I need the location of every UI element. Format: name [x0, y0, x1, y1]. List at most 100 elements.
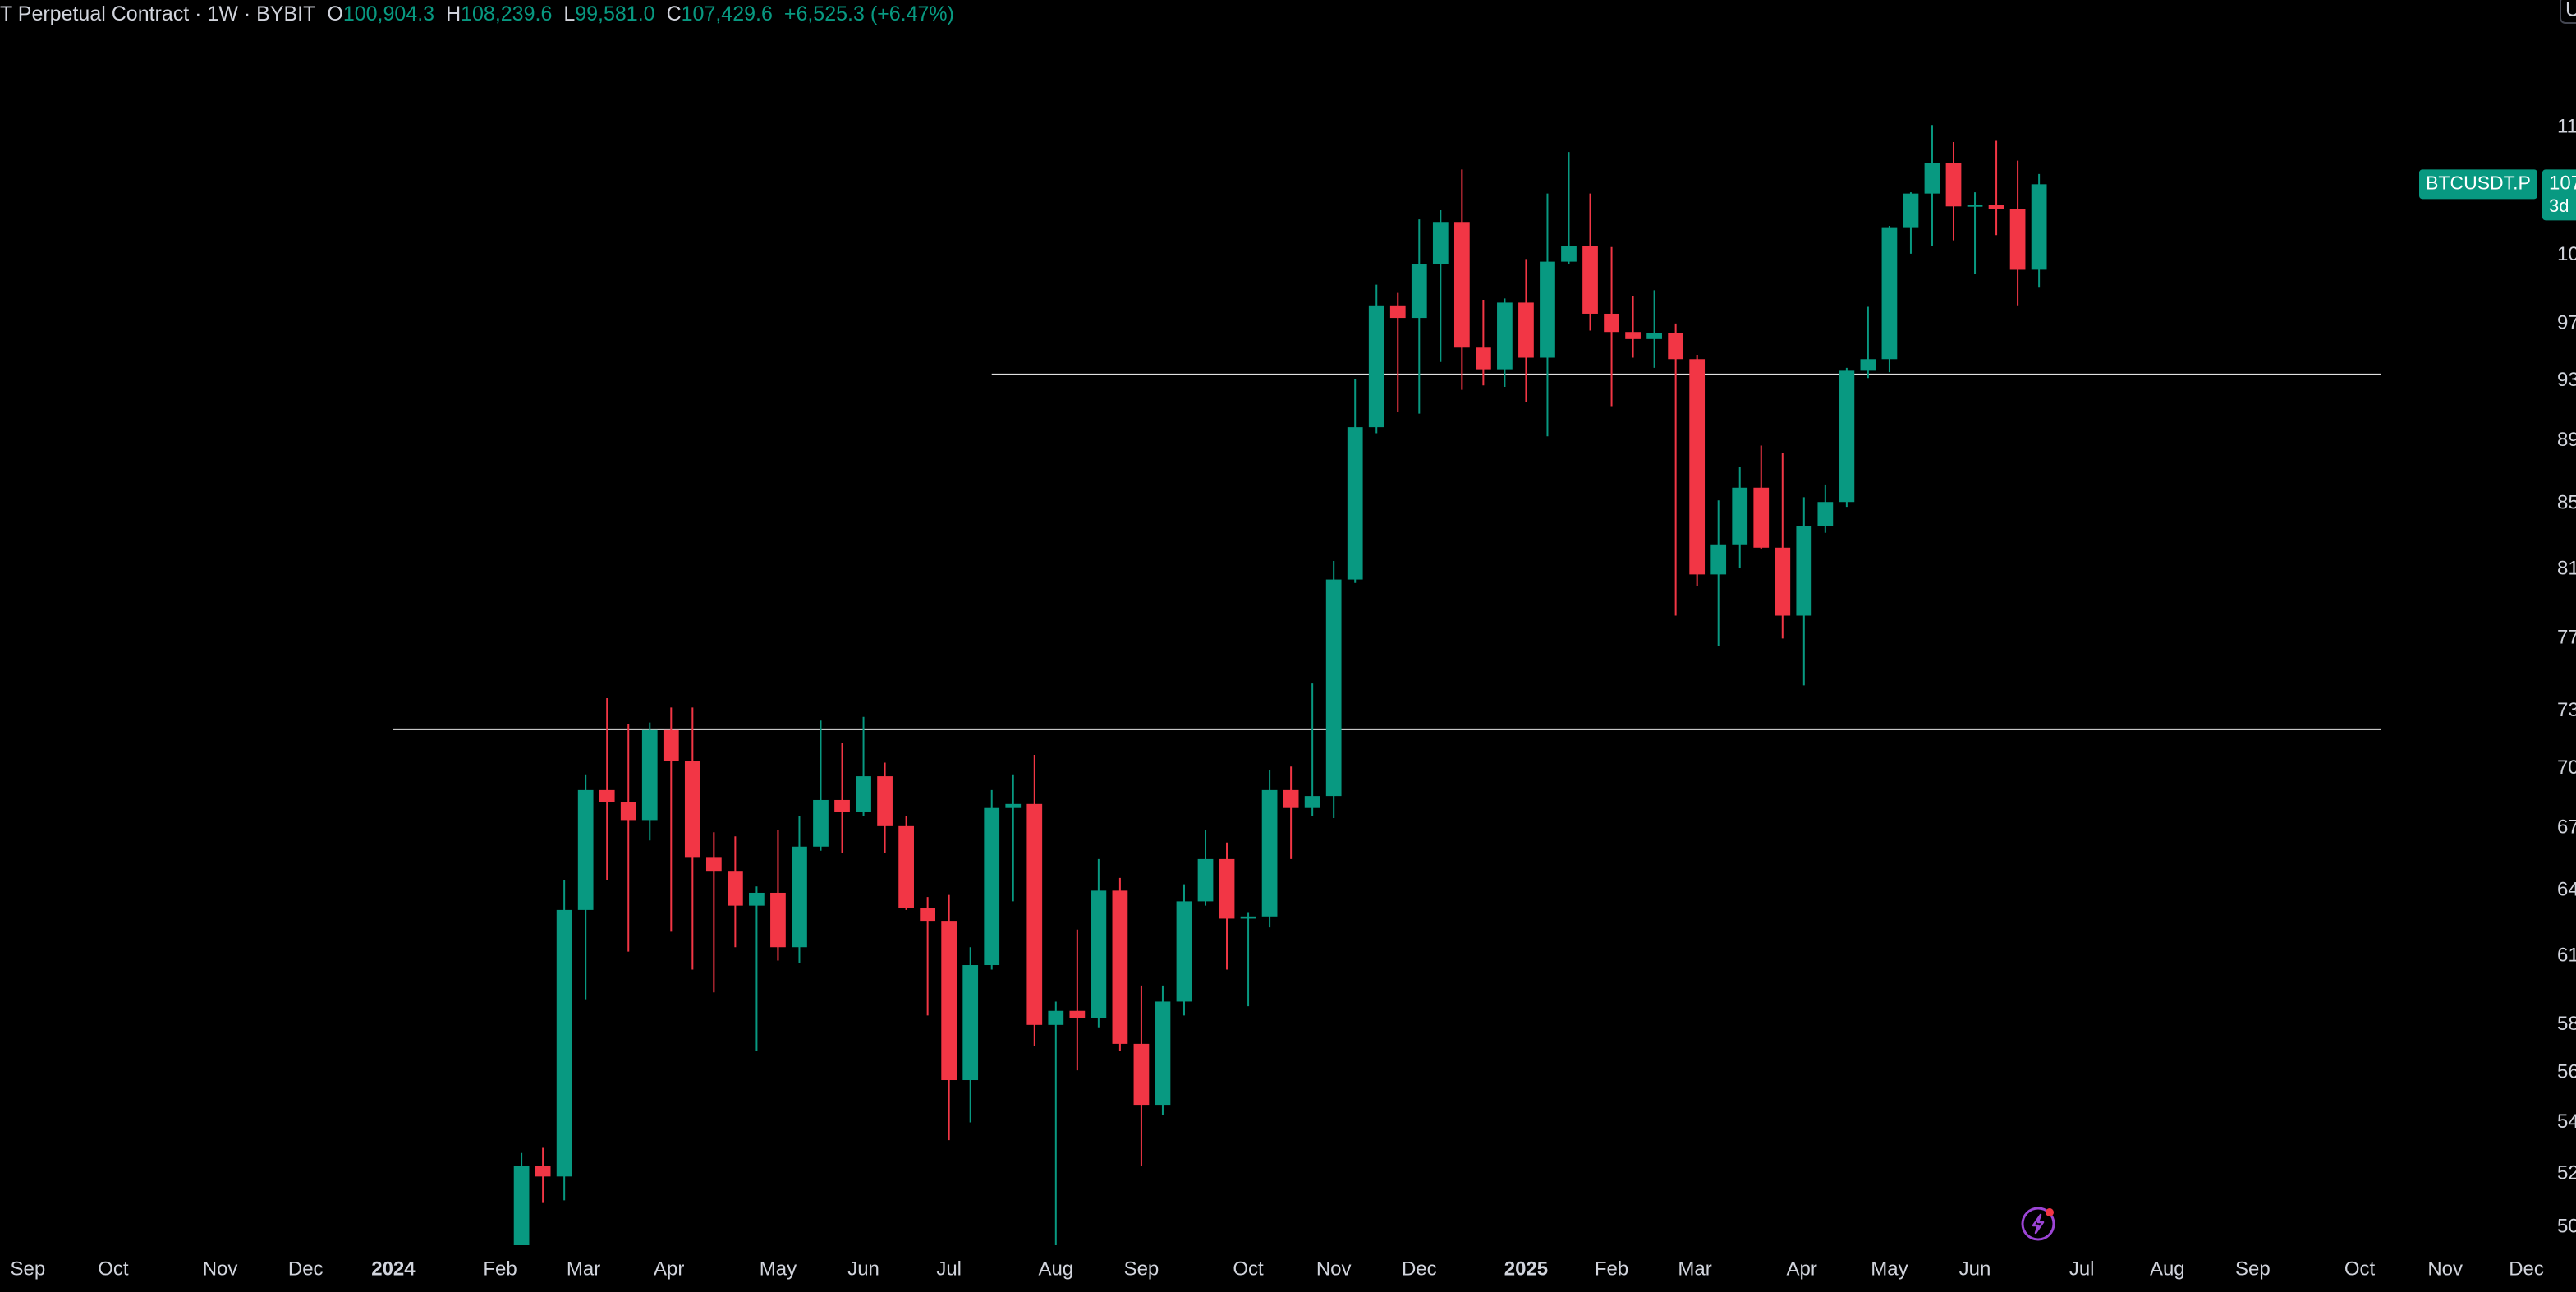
candle-body	[1476, 347, 1491, 370]
x-tick-label: Apr	[654, 1258, 684, 1280]
candle-body	[834, 799, 850, 812]
candle	[1368, 284, 1384, 434]
candle	[1155, 985, 1171, 1115]
candle-body	[1710, 544, 1727, 575]
candle	[705, 832, 722, 993]
candle	[1026, 755, 1043, 1046]
ohlc-key: O	[327, 2, 343, 25]
y-tick-label: 56,000.0	[2557, 1060, 2576, 1083]
candle-body	[1903, 193, 1919, 228]
x-tick-label: Sep	[10, 1258, 45, 1280]
candle-body	[1283, 789, 1299, 808]
candle-body	[1775, 547, 1791, 616]
candle-body	[1368, 305, 1384, 428]
currency-text[interactable]: U	[2565, 0, 2576, 21]
candle	[1069, 929, 1086, 1071]
candle	[620, 724, 636, 952]
candle-body	[620, 802, 636, 821]
alert-icon[interactable]	[2021, 1207, 2055, 1241]
alert-circle[interactable]	[2021, 1207, 2055, 1241]
candle-body	[1347, 427, 1363, 580]
candle-body	[1155, 1001, 1171, 1106]
candle-body	[1197, 858, 1214, 902]
x-tick-label: May	[1871, 1258, 1908, 1280]
candle-body	[984, 807, 1000, 966]
candle	[920, 897, 936, 1016]
currency-button[interactable]: U	[2560, 0, 2576, 24]
candle	[1881, 226, 1898, 373]
candle	[1582, 193, 1598, 331]
currency-box[interactable]	[2560, 0, 2576, 24]
candle	[813, 720, 829, 851]
candle	[1540, 193, 1555, 437]
candle-body	[2009, 209, 2026, 270]
x-tick-label: Dec	[288, 1258, 324, 1280]
candle	[1604, 246, 1619, 407]
candle	[535, 1147, 551, 1203]
candle	[728, 836, 743, 948]
y-tick-label: 50,000.0	[2557, 1216, 2576, 1238]
candle	[834, 743, 850, 853]
candle	[1817, 484, 1834, 533]
x-tick-label: Oct	[1233, 1258, 1264, 1280]
candle	[1453, 169, 1470, 390]
candle	[1796, 497, 1812, 686]
y-tick-label: 97,000.0	[2557, 311, 2576, 333]
candle	[1240, 912, 1256, 1007]
candle	[1432, 210, 1449, 362]
countdown-label: 3d	[2549, 195, 2569, 216]
candle	[1091, 858, 1107, 1028]
ohlc-key: H	[446, 2, 461, 25]
x-tick-label: Feb	[483, 1258, 517, 1280]
candle	[1411, 219, 1427, 414]
candle-body	[513, 1166, 530, 1245]
x-tick-label: Nov	[203, 1258, 238, 1280]
candle	[513, 1152, 530, 1245]
legend-header: T Perpetual Contract · 1W · BYBIT O100,9…	[0, 0, 954, 28]
candle-body	[1881, 227, 1898, 360]
alert-bolt[interactable]	[2032, 1213, 2045, 1235]
candle-body	[792, 846, 807, 948]
x-tick-label: Jul	[936, 1258, 962, 1280]
candle	[1924, 125, 1940, 246]
y-tick-label: 70,000.0	[2557, 756, 2576, 779]
candle-body	[1389, 305, 1406, 319]
y-tick-label: 81,000.0	[2557, 558, 2576, 580]
candle	[1325, 561, 1342, 818]
candle	[577, 774, 594, 1000]
candle	[1133, 985, 1150, 1166]
x-tick-label: 2024	[371, 1258, 416, 1280]
candle	[1112, 877, 1128, 1051]
alert-dot[interactable]	[2046, 1208, 2054, 1216]
symbol-title: T Perpetual Contract · 1W · BYBIT	[0, 2, 316, 25]
y-tick-label: 89,000.0	[2557, 429, 2576, 451]
candle-body	[1005, 803, 1022, 808]
ohlc-value: 107,429.6	[681, 2, 773, 25]
candle	[641, 722, 658, 841]
x-tick-label: Dec	[1402, 1258, 1437, 1280]
x-tick-label: Jun	[847, 1258, 879, 1280]
candle	[1839, 367, 1855, 508]
candle	[877, 762, 893, 853]
candle	[1476, 300, 1491, 386]
candle-body	[856, 776, 871, 812]
candle	[1176, 884, 1192, 1016]
x-tick-label: Dec	[2509, 1258, 2544, 1280]
candle	[1389, 292, 1406, 412]
y-tick-label: 85,000.0	[2557, 492, 2576, 514]
candle	[1219, 842, 1235, 970]
candle	[1283, 766, 1299, 859]
y-tick-label: 93,000.0	[2557, 369, 2576, 391]
y-tick-label: 102,000.0	[2557, 243, 2576, 265]
candle-body	[1945, 163, 1962, 207]
candle-body	[813, 799, 829, 847]
ohlc-key: L	[563, 2, 576, 25]
candle-body	[705, 857, 722, 872]
candle-body	[1625, 332, 1641, 339]
candle-body	[1176, 901, 1192, 1002]
candle-body	[556, 909, 572, 1177]
candle-body	[1689, 359, 1706, 575]
candle-body	[599, 789, 615, 802]
candle-body	[663, 729, 679, 761]
